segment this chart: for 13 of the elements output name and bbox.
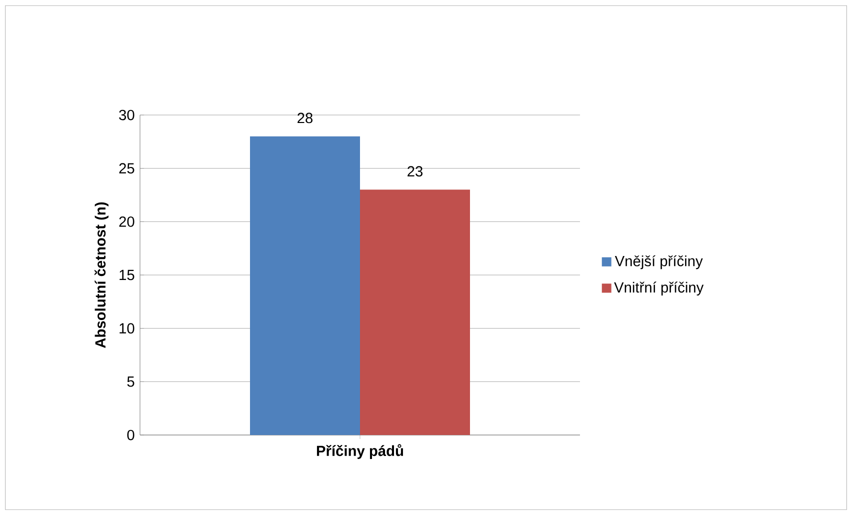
data-label: 23	[408, 166, 423, 177]
y-axis-title: Absolutní četnost (n)	[94, 202, 108, 348]
data-label: 28	[298, 112, 313, 124]
legend-label: Vnější příčiny	[614, 255, 703, 270]
y-tick-label: 25	[119, 163, 134, 174]
legend-label: Vnitřní příčiny	[614, 282, 704, 296]
x-tick-label: Příčiny pádů	[316, 444, 404, 459]
y-tick-label: 5	[127, 376, 134, 387]
y-tick-label: 0	[127, 430, 134, 440]
y-tick-label: 30	[119, 110, 134, 120]
y-tick-label: 15	[120, 270, 134, 280]
y-tick-label: 10	[120, 323, 134, 334]
y-tick-label: 20	[119, 216, 134, 227]
